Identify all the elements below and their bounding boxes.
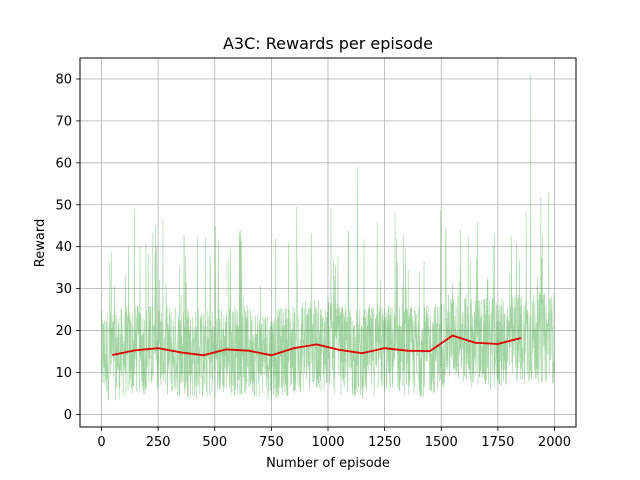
moving-average-point <box>429 350 431 353</box>
x-tick-label: 1500 <box>425 435 458 450</box>
moving-average-point <box>225 348 227 351</box>
moving-average-point <box>496 343 499 345</box>
y-tick-label: 0 <box>64 408 72 423</box>
x-tick-label: 0 <box>97 435 105 450</box>
x-tick-label: 500 <box>202 435 227 450</box>
grid-lines <box>80 58 576 427</box>
moving-average-point <box>270 354 273 357</box>
x-axis: 0 250 500 750 1000 1250 1500 1750 2000 <box>97 427 571 450</box>
x-tick-label: 250 <box>146 435 171 450</box>
y-tick-label: 80 <box>55 72 72 87</box>
moving-average-point <box>247 349 250 352</box>
x-tick-label: 2000 <box>538 435 571 450</box>
y-tick-label: 60 <box>55 156 72 171</box>
moving-average-point <box>406 349 409 352</box>
y-tick-label: 20 <box>55 324 72 339</box>
raw-reward-series <box>101 74 555 402</box>
moving-average-point <box>179 351 182 354</box>
y-axis-title: Reward <box>33 219 48 267</box>
moving-average-point <box>293 347 295 350</box>
moving-average-series <box>111 334 522 357</box>
moving-average-point <box>474 341 477 344</box>
moving-average-point <box>134 349 137 352</box>
moving-average-point <box>519 337 522 340</box>
x-tick-label: 1750 <box>481 435 514 450</box>
y-tick-label: 40 <box>55 240 72 255</box>
x-tick-label: 1000 <box>311 435 344 450</box>
y-tick-label: 50 <box>55 198 72 213</box>
x-axis-title: Number of episode <box>266 456 390 471</box>
y-tick-label: 30 <box>55 282 72 297</box>
moving-average-point <box>361 352 363 355</box>
x-tick-label: 1250 <box>368 435 401 450</box>
raw-reward-line <box>101 74 555 402</box>
moving-average-point <box>383 347 386 350</box>
moving-average-point <box>451 334 454 337</box>
moving-average-point <box>111 353 114 356</box>
y-axis: 0 10 20 30 40 50 60 70 80 <box>55 72 80 423</box>
chart-title: A3C: Rewards per episode <box>223 34 433 53</box>
y-tick-label: 10 <box>55 366 72 381</box>
moving-average-point <box>202 354 205 357</box>
moving-average-point <box>157 347 160 350</box>
moving-average-point <box>315 343 318 346</box>
moving-average-point <box>338 348 341 351</box>
x-tick-label: 750 <box>259 435 284 450</box>
y-tick-label: 70 <box>55 114 72 129</box>
